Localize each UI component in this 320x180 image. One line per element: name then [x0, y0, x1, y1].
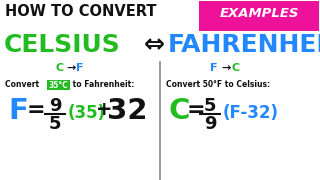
Text: 5: 5 [204, 97, 216, 115]
Text: F: F [8, 97, 28, 125]
Text: C: C [55, 63, 63, 73]
Text: HOW TO CONVERT: HOW TO CONVERT [5, 4, 156, 19]
Text: =: = [27, 100, 46, 120]
Text: 35°C: 35°C [48, 80, 68, 89]
Text: 9: 9 [49, 97, 61, 115]
Text: C: C [231, 63, 239, 73]
Text: Convert: Convert [5, 80, 42, 89]
Text: FAHRENHEIT: FAHRENHEIT [168, 33, 320, 57]
Text: EXAMPLES: EXAMPLES [219, 7, 299, 20]
Text: F: F [76, 63, 84, 73]
Text: F: F [210, 63, 218, 73]
Text: →: → [221, 63, 230, 73]
Text: C: C [168, 97, 189, 125]
Text: to Fahrenheit:: to Fahrenheit: [70, 80, 134, 89]
Text: 9: 9 [204, 115, 216, 133]
Text: ⇔: ⇔ [144, 33, 165, 57]
Text: (F-32): (F-32) [223, 104, 279, 122]
Text: =: = [187, 100, 206, 120]
Text: 5: 5 [49, 115, 61, 133]
Text: (35): (35) [68, 104, 106, 122]
Text: →: → [66, 63, 76, 73]
FancyBboxPatch shape [46, 80, 69, 89]
Text: 32: 32 [107, 97, 148, 125]
FancyBboxPatch shape [199, 1, 319, 31]
Text: CELSIUS: CELSIUS [4, 33, 121, 57]
Text: +: + [96, 100, 113, 119]
Text: Convert 50°F to Celsius:: Convert 50°F to Celsius: [166, 80, 270, 89]
